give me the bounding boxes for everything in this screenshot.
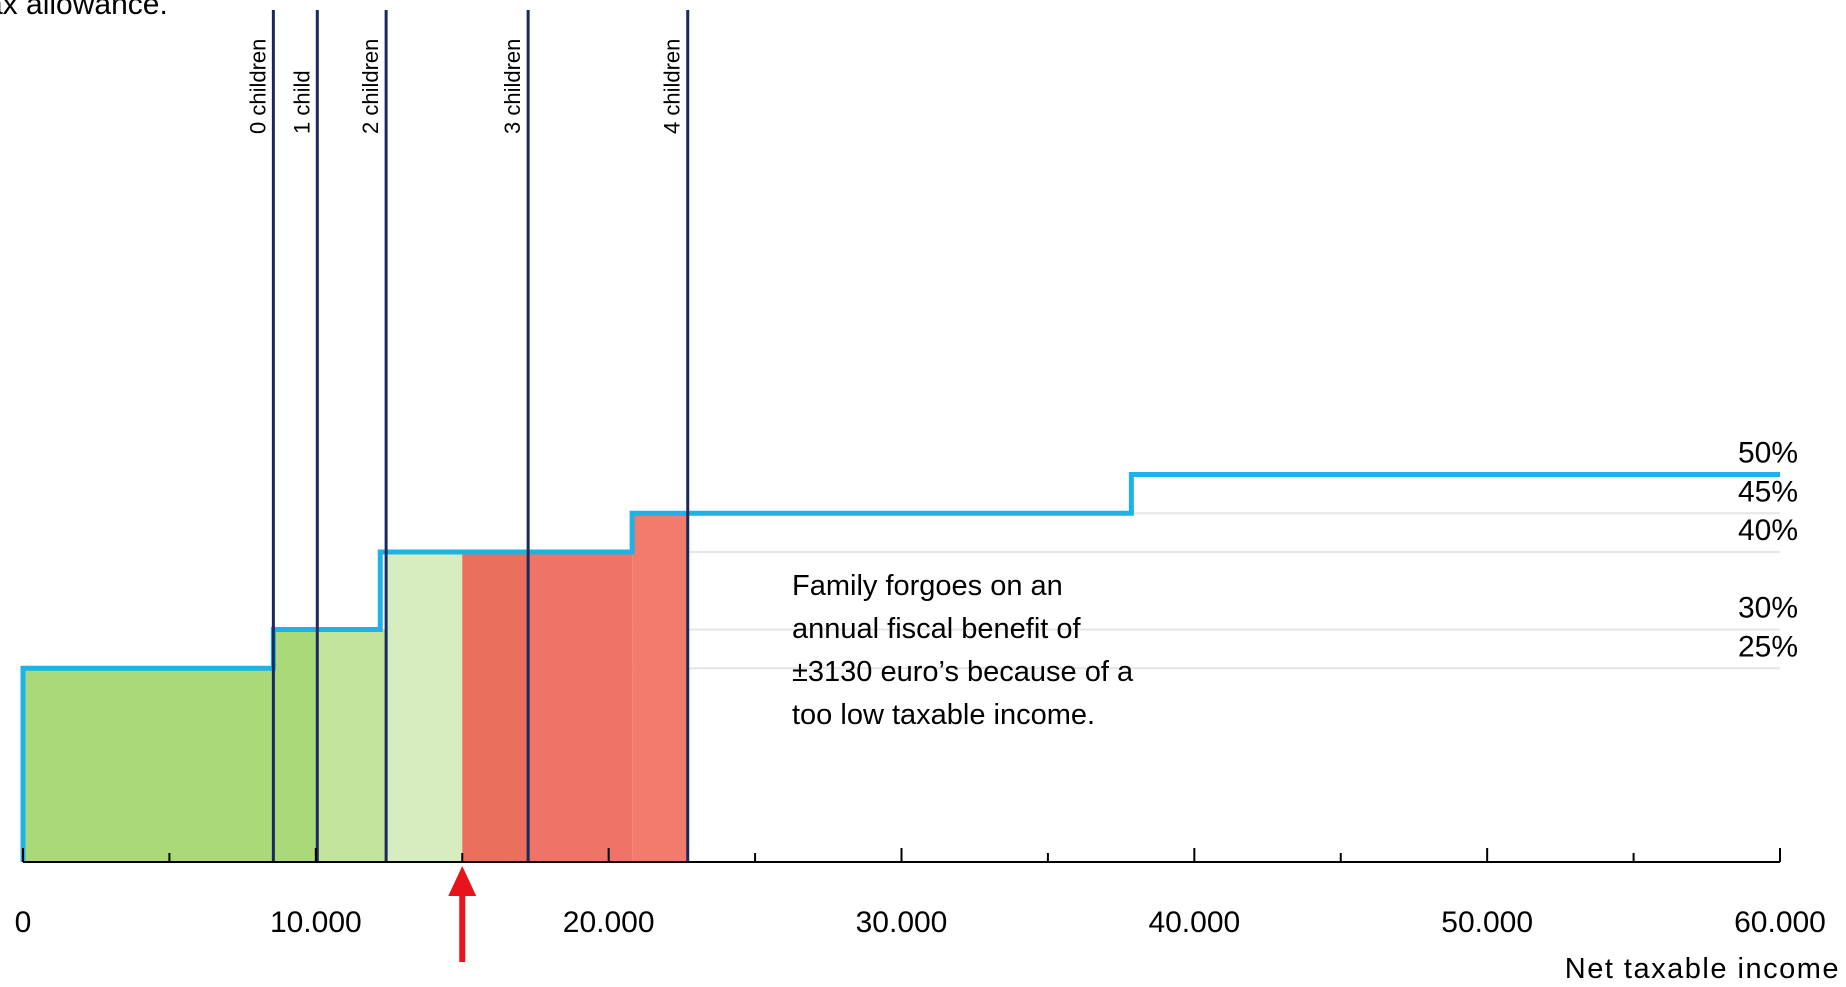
child-allowance-lines: 0 children 1 child 2 children 3 children 4 c… — [245, 10, 690, 862]
shaded-region-6 — [632, 513, 688, 862]
annotation-line-0: Family forgoes on an — [792, 570, 1063, 602]
shaded-region-3 — [386, 552, 463, 862]
shaded-region-5 — [528, 552, 633, 862]
tax-rate-step-line — [20, 472, 1780, 862]
allowance-label-1: 1 child — [289, 70, 314, 134]
shaded-region-2 — [317, 629, 387, 862]
chart-title-fragment: ax allowance. — [0, 0, 168, 21]
annotation-line-1: annual fiscal benefit of — [792, 613, 1081, 645]
shaded-region-0 — [23, 668, 274, 862]
x-tick-label-2: 20.000 — [563, 906, 655, 939]
x-tick-label-3: 30.000 — [856, 906, 948, 939]
rate-label-1: 45% — [1738, 475, 1798, 508]
x-tick-label-1: 10.000 — [270, 906, 362, 939]
rate-label-0: 50% — [1738, 437, 1798, 470]
annotation-line-2: ±3130 euro’s because of a — [792, 656, 1134, 688]
x-axis: 0 10.000 20.000 30.000 40.000 50.000 60.000 — [15, 848, 1826, 939]
rate-label-3: 30% — [1738, 592, 1798, 625]
income-marker — [448, 866, 477, 962]
x-tick-label-6: 60.000 — [1734, 906, 1826, 939]
rate-label-4: 25% — [1738, 630, 1798, 663]
rate-label-2: 40% — [1738, 514, 1798, 547]
x-axis-label: Net taxable income — [1565, 953, 1840, 985]
tax-step-path — [20, 472, 1780, 862]
allowance-label-4: 4 children — [660, 39, 685, 134]
allowance-label-3: 3 children — [500, 39, 525, 134]
marker-arrowhead — [448, 866, 477, 896]
x-tick-label-0: 0 — [15, 906, 32, 939]
x-tick-label-5: 50.000 — [1441, 906, 1533, 939]
allowance-label-0: 0 children — [245, 39, 270, 134]
shaded-regions — [23, 513, 688, 862]
allowance-label-2: 2 children — [358, 39, 383, 134]
shaded-region-4 — [462, 552, 529, 862]
annotation-note: Family forgoes on an annual fiscal benefi… — [792, 565, 1212, 737]
shaded-region-1 — [273, 629, 318, 862]
x-tick-label-4: 40.000 — [1148, 906, 1240, 939]
annotation-line-3: too low taxable income. — [792, 699, 1096, 731]
rate-labels: 50% 45% 40% 30% 25% — [1738, 437, 1798, 664]
